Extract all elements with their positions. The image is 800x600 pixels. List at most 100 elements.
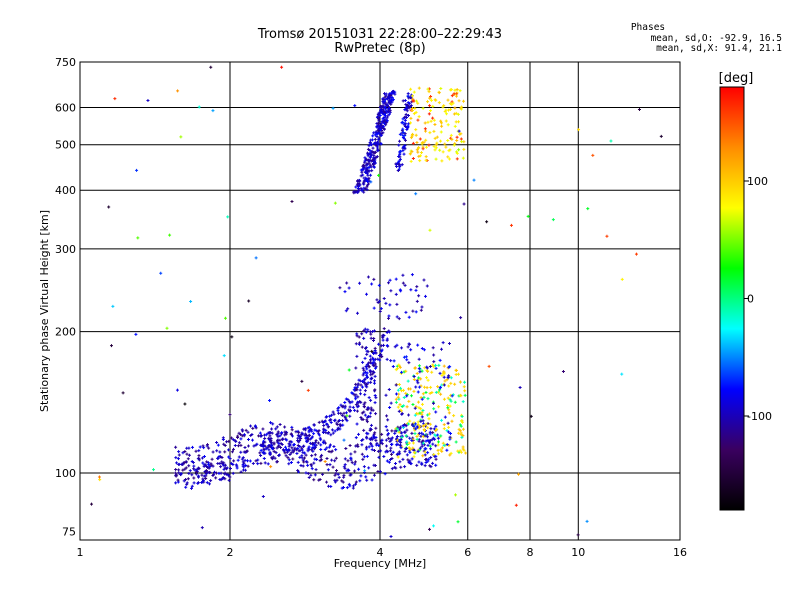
echo-point <box>435 427 439 431</box>
echo-point <box>359 186 363 190</box>
echo-point <box>312 443 316 447</box>
echo-point <box>442 364 446 368</box>
echo-point <box>369 180 373 184</box>
echo-point <box>410 133 414 137</box>
echo-point <box>424 422 428 426</box>
echo-point <box>209 65 213 69</box>
echo-point <box>389 99 393 103</box>
echo-point <box>192 476 196 480</box>
echo-point <box>418 424 422 428</box>
echo-point <box>389 401 393 405</box>
echo-point <box>419 396 423 400</box>
echo-point <box>409 462 413 466</box>
echo-point <box>448 398 452 402</box>
echo-point <box>362 190 366 194</box>
echo-point <box>343 457 347 461</box>
echo-point <box>362 336 366 340</box>
echo-point <box>187 453 191 457</box>
echo-point <box>348 444 352 448</box>
echo-point <box>417 406 421 410</box>
echo-point <box>390 452 394 456</box>
echo-point <box>261 495 265 499</box>
echo-point <box>426 120 430 124</box>
echo-point <box>300 431 304 435</box>
echo-point <box>453 124 457 128</box>
echo-point <box>637 108 641 112</box>
echo-point <box>251 462 255 466</box>
echo-point <box>439 434 443 438</box>
echo-point <box>380 110 384 114</box>
echo-point <box>400 346 404 350</box>
echo-point <box>177 450 181 454</box>
echo-point <box>228 457 232 461</box>
echo-point <box>373 463 377 467</box>
echo-point <box>372 473 376 477</box>
echo-point <box>367 466 371 470</box>
echo-point <box>121 391 125 395</box>
echo-point <box>420 151 424 155</box>
echo-point <box>324 431 328 435</box>
echo-point <box>338 286 342 290</box>
echo-point <box>306 437 310 441</box>
echo-point <box>421 435 425 439</box>
echo-point <box>183 467 187 471</box>
echo-point <box>184 485 188 489</box>
echo-point <box>396 168 400 172</box>
echo-point <box>374 130 378 134</box>
echo-point <box>415 425 419 429</box>
echo-point <box>336 472 340 476</box>
echo-point <box>222 354 226 358</box>
echo-point <box>223 450 227 454</box>
echo-point <box>242 433 246 437</box>
echo-point <box>463 393 467 397</box>
echo-point <box>304 471 308 475</box>
echo-point <box>416 420 420 424</box>
echo-point <box>192 464 196 468</box>
echo-point <box>398 139 402 143</box>
echo-point <box>258 451 262 455</box>
echo-point <box>207 446 211 450</box>
echo-point <box>374 143 378 147</box>
echo-point <box>316 430 320 434</box>
echo-point <box>303 433 307 437</box>
echo-point <box>411 309 415 313</box>
echo-point <box>453 400 457 404</box>
echo-point <box>423 366 427 370</box>
echo-point <box>458 393 462 397</box>
echo-point <box>423 294 427 298</box>
echo-point <box>423 447 427 451</box>
echo-point <box>429 385 433 389</box>
echo-point <box>379 353 383 357</box>
echo-point <box>365 436 369 440</box>
echo-point <box>442 397 446 401</box>
echo-point <box>426 413 430 417</box>
echo-point <box>185 481 189 485</box>
echo-point <box>449 107 453 111</box>
echo-point <box>346 307 350 311</box>
echo-point <box>421 106 425 110</box>
echo-point <box>342 475 346 479</box>
echo-point <box>343 463 347 467</box>
echo-point <box>438 388 442 392</box>
echo-point <box>404 102 408 106</box>
echo-point <box>216 461 220 465</box>
echo-point <box>134 332 138 336</box>
echo-point <box>197 456 201 460</box>
echo-point <box>319 455 323 459</box>
echo-point <box>405 394 409 398</box>
echo-point <box>278 434 282 438</box>
echo-point <box>406 92 410 96</box>
chart-title: Tromsø 20151031 22:28:00–22:29:43 <box>257 27 503 42</box>
echo-point <box>246 444 250 448</box>
echo-point <box>441 150 445 154</box>
echo-point <box>300 454 304 458</box>
echo-point <box>307 425 311 429</box>
echo-point <box>452 92 456 96</box>
echo-point <box>394 162 398 166</box>
echo-point <box>460 435 464 439</box>
echo-point <box>370 282 374 286</box>
echo-point <box>403 147 407 151</box>
echo-point <box>401 424 405 428</box>
x-tick-label: 4 <box>377 546 384 559</box>
echo-point <box>403 115 407 119</box>
